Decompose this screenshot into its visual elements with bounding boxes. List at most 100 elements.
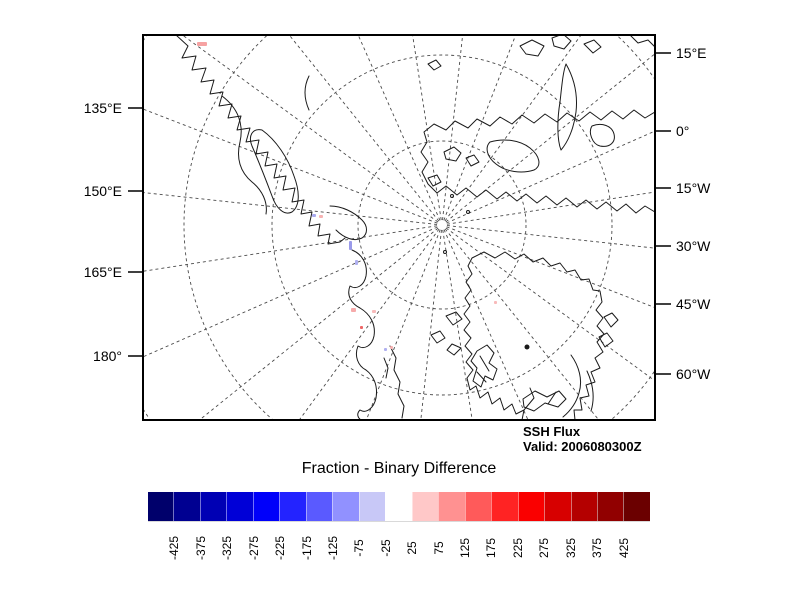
coast-long-isle-1 — [562, 354, 582, 418]
meridian-line — [446, 131, 654, 224]
coast-top-isle-1 — [519, 39, 545, 57]
colorbar-segment — [544, 492, 571, 521]
colorbar-tick-label: 325 — [563, 537, 578, 559]
coast-svalbard-1 — [443, 146, 462, 162]
data-speck — [355, 260, 358, 265]
meridian-line — [442, 36, 463, 221]
colorbar-tick-label: -375 — [193, 535, 208, 561]
right-axis-label: 45°W — [676, 296, 711, 312]
colorbar-tick-label: -75 — [352, 539, 367, 557]
coast-crescent-island — [304, 75, 310, 111]
meridian-line — [289, 36, 440, 222]
meridian-line — [199, 227, 439, 419]
meridian-line — [144, 225, 438, 272]
colorbar-tick-label: 425 — [616, 537, 631, 559]
coast-alaska-islands — [389, 345, 405, 419]
colorbar-segment — [385, 492, 412, 521]
coast-ragged-isle — [470, 344, 498, 388]
coast-fjord-1 — [523, 387, 535, 411]
colorbar-tick-label: -325 — [220, 535, 235, 561]
colorbar-segment — [199, 492, 227, 521]
coast-islet-b — [466, 210, 470, 214]
coast-top-isle-3 — [583, 39, 602, 54]
data-speck — [390, 346, 393, 349]
latitude-circle — [144, 36, 151, 419]
axis-ticks — [128, 52, 671, 375]
coast-inland-lake-2 — [589, 123, 615, 147]
colorbar-segment — [305, 492, 333, 521]
colorbar-segment — [491, 492, 518, 521]
colorbar-segment — [623, 492, 650, 521]
right-axis-label: 15°E — [676, 45, 707, 61]
data-speck — [349, 241, 352, 250]
data-speck — [197, 42, 207, 46]
colorbar-tick-label: 225 — [510, 537, 525, 559]
data-speck — [494, 301, 497, 304]
coast-small-isle-2 — [430, 330, 446, 344]
meridian-line — [445, 53, 654, 223]
colorbar-segment — [226, 492, 253, 521]
colorbar-tick-label: 125 — [458, 537, 473, 559]
coast-ragged-isle-line2 — [476, 371, 487, 383]
meridian-line — [183, 36, 439, 223]
data-speck — [319, 215, 323, 218]
coast-top-isle-4 — [427, 59, 442, 71]
coast-right-bit-2 — [598, 332, 614, 348]
colorbar-tick-label: 275 — [537, 537, 552, 559]
coast-svalbard-2 — [465, 154, 480, 167]
coast-kamchatka — [249, 129, 299, 214]
right-axis-label: 15°W — [676, 180, 711, 196]
meridian-line — [299, 228, 440, 419]
colorbar-segment — [279, 492, 306, 521]
coast-fjord-2 — [547, 391, 557, 405]
coast-bottom-mass — [463, 251, 605, 419]
meridian-line — [144, 192, 438, 225]
colorbar-segment — [173, 492, 200, 521]
map-annotation: SSH Flux Valid: 2006080300Z — [523, 424, 642, 454]
coast-russian-arctic — [420, 109, 654, 214]
colorbar-segment — [438, 492, 465, 521]
annotation-field: SSH Flux — [523, 424, 581, 439]
coast-islet-c — [443, 250, 447, 254]
data-speck — [351, 308, 356, 312]
coast-long-isle-2 — [586, 370, 594, 412]
coast-ne-corner — [630, 36, 654, 47]
colorbar-tick-label: 175 — [484, 537, 499, 559]
data-speck — [372, 310, 376, 313]
coast-small-isle-1 — [445, 311, 463, 326]
colorbar-tick-label: -25 — [378, 539, 393, 557]
coast-dark-dot — [524, 344, 530, 350]
colorbar-tick-label: 375 — [590, 537, 605, 559]
colorbar-segment — [570, 492, 597, 521]
meridian-line — [444, 36, 581, 222]
colorbar-segment — [517, 492, 545, 521]
coast-islet-a — [450, 194, 454, 198]
coast-inland-lake-1 — [486, 139, 540, 173]
colorbar-segment — [148, 492, 174, 521]
latitude-circle — [183, 36, 654, 419]
colorbar — [148, 492, 650, 522]
coast-small-isle-3 — [446, 343, 462, 356]
colorbar-tick-label: -175 — [299, 535, 314, 561]
annotation-valid: Valid: 2006080300Z — [523, 439, 642, 454]
colorbar-tick-label: -125 — [325, 535, 340, 561]
colorbar-segment — [464, 492, 492, 521]
meridian-line — [445, 227, 654, 381]
meridian-line — [446, 191, 654, 225]
colorbar-segment — [252, 492, 280, 521]
coast-novaya-zemlya — [557, 63, 577, 151]
data-speck — [312, 214, 316, 217]
latitude-circle — [271, 54, 613, 396]
coast-top-isle-2 — [551, 36, 572, 50]
coast-alaska — [348, 249, 377, 419]
meridian-line — [443, 36, 516, 221]
meridian-line — [446, 226, 654, 308]
left-axis-label: 150°E — [83, 183, 122, 199]
coastlines — [176, 36, 654, 419]
colorbar-segment — [358, 492, 386, 521]
meridian-line — [144, 226, 438, 357]
colorbar-segment — [596, 492, 624, 521]
meridian-line — [446, 225, 654, 249]
coast-ragged-isle-line1 — [479, 355, 490, 372]
